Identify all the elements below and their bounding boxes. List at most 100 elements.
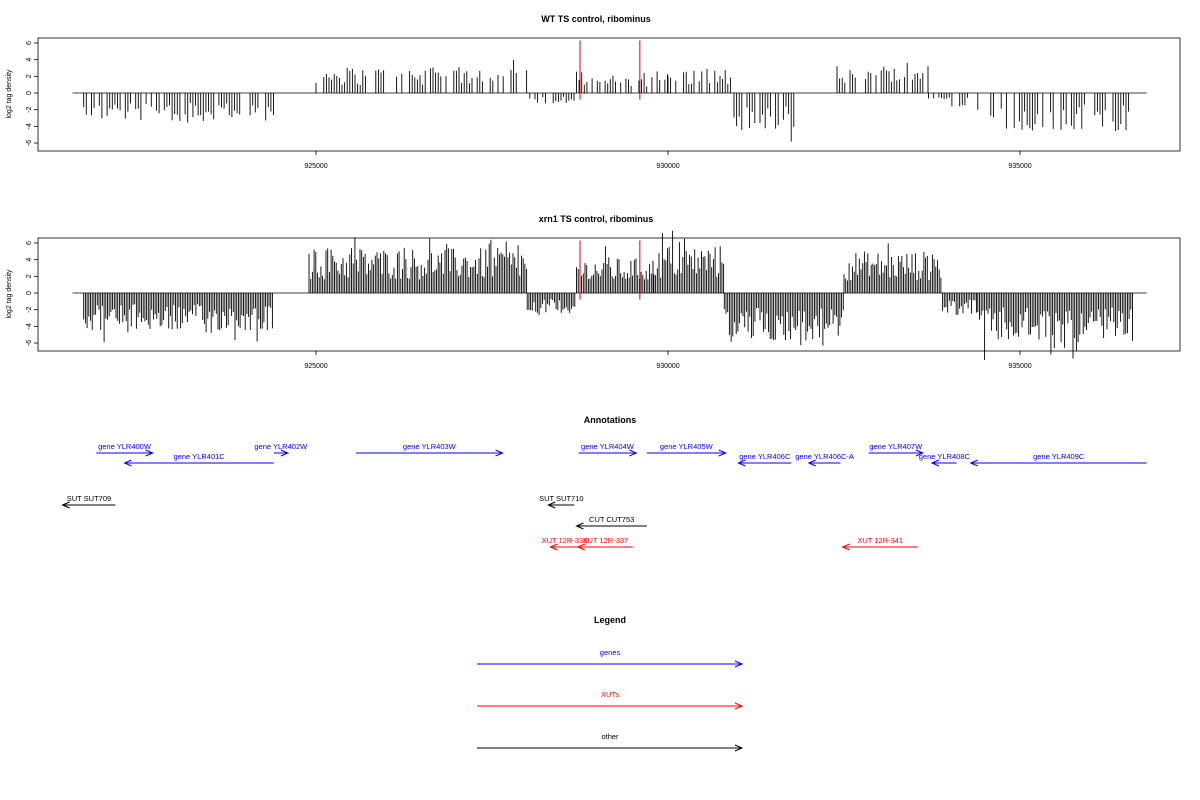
x-tick-label: 925000 <box>304 363 327 370</box>
arrow-head <box>576 543 586 551</box>
x-tick-label: 930000 <box>656 363 679 370</box>
y-tick-label: 4 <box>26 258 33 262</box>
annotation-feature: gene YLR409C <box>969 452 1147 467</box>
annotations-panel: Annotations gene YLR400W gene YLR401C gene… <box>61 415 1147 551</box>
bars <box>83 230 1133 360</box>
y-axis: 6 4 2 0 -2 -4 -6 <box>26 241 38 346</box>
feature-label: SUT SUT710 <box>539 494 583 503</box>
feature-label: gene YLR408C <box>919 452 971 461</box>
y-tick-label: 0 <box>26 291 33 295</box>
x-tick-label: 925000 <box>304 163 327 170</box>
chart-title: xrn1 TS control, ribominus <box>539 214 654 224</box>
annotation-feature: gene YLR402W <box>254 442 308 457</box>
y-tick-label: 6 <box>26 241 33 245</box>
y-tick-label: 6 <box>26 41 33 45</box>
legend-title: Legend <box>594 615 626 625</box>
arrow-head <box>734 702 744 710</box>
y-tick-label: 2 <box>26 274 33 278</box>
annotation-feature: XUT 12R-337 <box>576 536 633 551</box>
annotation-feature: SUT SUT710 <box>539 494 584 509</box>
x-tick-label: 930000 <box>656 163 679 170</box>
x-tick-label: 935000 <box>1008 163 1031 170</box>
x-tick-label: 935000 <box>1008 363 1031 370</box>
legend-label: genes <box>600 648 621 657</box>
feature-label: gene YLR406C-A <box>795 452 854 461</box>
plot-frame <box>37 37 1181 152</box>
y-tick-label: -6 <box>26 140 33 146</box>
legend-label: other <box>601 732 619 741</box>
feature-label: gene YLR402W <box>254 442 308 451</box>
legend-label: XUTs <box>601 690 619 699</box>
annotation-feature: XUT 12R-341 <box>841 536 918 551</box>
x-axis: 925000 930000 935000 <box>304 351 1032 370</box>
feature-label: gene YLR403W <box>403 442 457 451</box>
annotation-feature: gene YLR407W <box>868 442 925 457</box>
marker-lines <box>579 40 641 100</box>
y-tick-label: -6 <box>26 340 33 346</box>
y-tick-label: 0 <box>26 91 33 95</box>
bars <box>83 60 1130 142</box>
arrow-head <box>145 449 154 457</box>
arrow-head <box>841 543 850 551</box>
annotation-feature: gene YLR404W <box>578 442 638 457</box>
y-tick-label: -2 <box>26 106 33 112</box>
feature-label: gene YLR404W <box>581 442 635 451</box>
feature-label: gene YLR400W <box>98 442 152 451</box>
annotation-feature: gene YLR401C <box>123 452 274 467</box>
annotation-feature: gene YLR405W <box>646 442 727 457</box>
feature-label: XUT 12R-337 <box>582 536 628 545</box>
legend-item-xuts: XUTs <box>477 690 744 710</box>
arrow-head <box>969 459 978 467</box>
feature-label: CUT CUT753 <box>589 515 634 524</box>
annotation-feature: gene YLR408C <box>919 452 971 467</box>
y-tick-label: -4 <box>26 123 33 129</box>
arrow-head <box>549 543 558 551</box>
annotation-feature: gene YLR406C-A <box>795 452 854 467</box>
arrow-head <box>547 501 556 509</box>
track-xrn1: xrn1 TS control, ribominus log2 tag dens… <box>6 214 1181 370</box>
marker-lines <box>579 240 641 300</box>
arrow-head <box>123 459 132 467</box>
annotation-feature: gene YLR400W <box>96 442 154 457</box>
feature-label: SUT SUT709 <box>67 494 111 503</box>
legend-panel: Legend genes XUTs other <box>477 615 744 752</box>
feature-label: gene YLR409C <box>1033 452 1085 461</box>
track-wt: WT TS control, ribominus log2 tag densit… <box>6 14 1181 170</box>
y-axis: 6 4 2 0 -2 -4 -6 <box>26 41 38 146</box>
x-axis: 925000 930000 935000 <box>304 151 1032 170</box>
feature-label: gene YLR407W <box>869 442 923 451</box>
arrow-head <box>930 459 940 467</box>
feature-label: gene YLR405W <box>660 442 714 451</box>
arrow-head <box>734 744 744 752</box>
annotation-feature: gene YLR403W <box>356 442 504 457</box>
plot-frame <box>37 237 1181 352</box>
feature-label: XUT 12R-341 <box>857 536 903 545</box>
arrow-head <box>280 449 290 457</box>
arrow-head <box>718 449 727 457</box>
y-tick-label: -2 <box>26 306 33 312</box>
arrow-head <box>915 449 925 457</box>
arrow-head <box>61 501 70 509</box>
y-axis-label: log2 tag density <box>6 269 13 319</box>
arrow-head <box>495 449 504 457</box>
annotation-feature: SUT SUT709 <box>61 494 116 509</box>
annotation-feature: gene YLR406C <box>737 452 792 467</box>
feature-label: gene YLR401C <box>174 452 226 461</box>
arrow-head <box>807 459 816 467</box>
arrow-head <box>575 522 584 530</box>
y-tick-label: 4 <box>26 58 33 62</box>
feature-label: XUT 12R-336 <box>542 536 588 545</box>
arrow-head <box>734 660 744 668</box>
chart-title: WT TS control, ribominus <box>541 14 651 24</box>
y-tick-label: 2 <box>26 74 33 78</box>
arrow-head <box>737 459 746 467</box>
legend-item-other: other <box>477 732 744 752</box>
annotation-feature: CUT CUT753 <box>575 515 647 530</box>
y-tick-label: -4 <box>26 323 33 329</box>
legend-item-genes: genes <box>477 648 744 668</box>
arrow-head <box>629 449 638 457</box>
annotations-title: Annotations <box>584 415 637 425</box>
feature-label: gene YLR406C <box>739 452 791 461</box>
y-axis-label: log2 tag density <box>6 69 13 119</box>
